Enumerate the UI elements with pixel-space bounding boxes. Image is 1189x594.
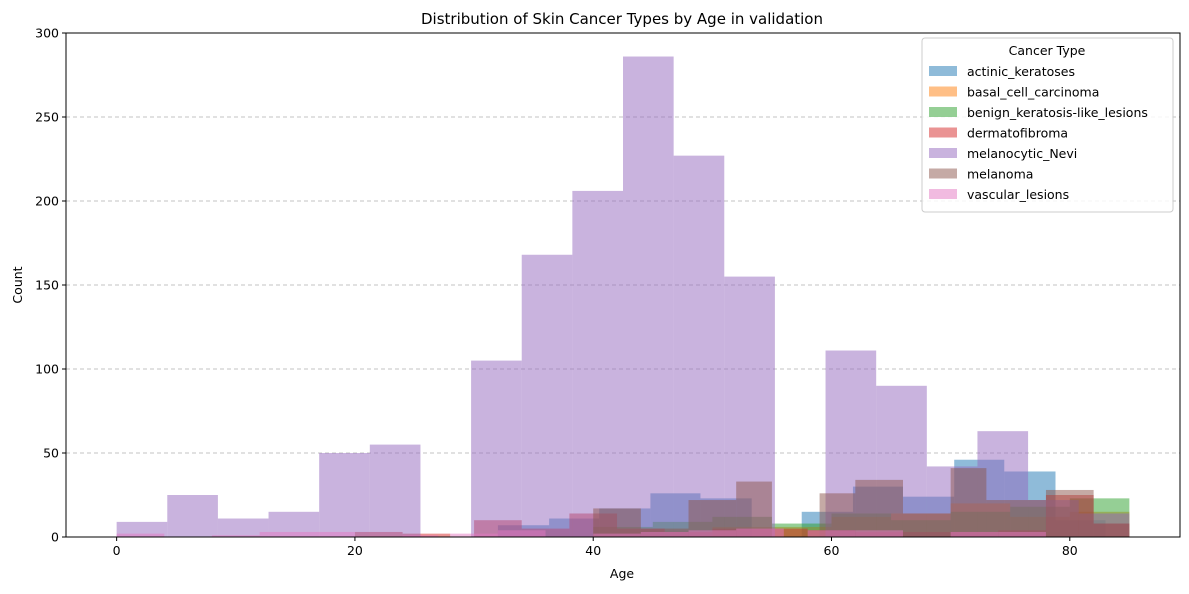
histogram-bar — [1045, 489, 1094, 537]
histogram-bar — [688, 530, 737, 537]
y-tick-label: 100 — [35, 362, 59, 377]
legend-label: basal_cell_carcinoma — [967, 85, 1099, 100]
histogram-bar — [471, 360, 522, 537]
histogram-bar — [211, 535, 260, 537]
legend: Cancer Type actinic_keratoses basal_cell_… — [921, 37, 1174, 213]
legend-swatch — [929, 66, 957, 76]
series-melanoma — [593, 468, 1130, 537]
histogram-bar — [307, 531, 355, 537]
histogram-bar — [950, 468, 987, 537]
histogram-bar — [855, 479, 903, 537]
legend-swatch — [929, 148, 957, 158]
legend-swatch — [929, 107, 957, 117]
histogram-bar — [673, 155, 725, 537]
histogram-bar — [986, 500, 1046, 537]
y-tick-label: 300 — [35, 26, 59, 41]
histogram-bar — [998, 531, 1046, 537]
histogram-bar — [623, 56, 674, 538]
legend-label: melanoma — [967, 167, 1033, 182]
series-vascular_lesions — [116, 528, 1046, 537]
x-tick-label: 0 — [113, 543, 121, 558]
histogram-bar — [593, 533, 641, 537]
legend-label: benign_keratosis-like_lesions — [967, 105, 1148, 120]
histogram-bar — [1093, 523, 1130, 537]
histogram-bar — [497, 530, 546, 537]
legend-swatch — [929, 168, 957, 179]
x-tick-label: 60 — [824, 543, 840, 558]
histogram-bar — [572, 190, 623, 538]
histogram-bar — [521, 254, 573, 537]
histogram-bar — [116, 533, 165, 537]
histogram-bar — [736, 481, 772, 537]
axis-ticks: 0 20 40 60 80 0 50 100 150 200 250 300 — [35, 26, 1078, 559]
histogram-bar — [950, 531, 999, 537]
legend-swatch — [929, 127, 957, 138]
histogram-bar — [450, 533, 498, 537]
legend-label: actinic_keratoses — [967, 64, 1075, 79]
bars — [116, 56, 1130, 538]
y-tick-label: 0 — [51, 530, 59, 545]
x-tick-label: 80 — [1062, 543, 1078, 558]
y-tick-label: 250 — [35, 110, 59, 125]
y-tick-label: 50 — [43, 446, 59, 461]
histogram-bar — [902, 513, 951, 537]
x-axis-label: Age — [610, 566, 634, 581]
legend-label: dermatofibroma — [967, 126, 1068, 141]
histogram-bar — [259, 531, 308, 537]
histogram-bar — [217, 518, 269, 537]
histogram-bar — [116, 521, 168, 537]
histogram-bar — [807, 530, 856, 537]
legend-title: Cancer Type — [1009, 43, 1086, 58]
histogram-bar — [819, 493, 856, 537]
x-tick-label: 20 — [347, 543, 363, 558]
histogram-bar — [593, 508, 641, 537]
histogram-bar — [736, 528, 784, 537]
histogram-bar — [369, 444, 421, 537]
histogram-bar — [855, 530, 903, 537]
y-axis-label: Count — [10, 266, 25, 303]
histogram-bar — [167, 495, 218, 537]
legend-box — [921, 37, 1174, 213]
histogram-bar — [319, 453, 370, 537]
legend-label: melanocytic_Nevi — [967, 146, 1077, 161]
chart-title: Distribution of Skin Cancer Types by Age… — [421, 10, 823, 28]
histogram-bar — [402, 535, 439, 537]
x-tick-label: 40 — [585, 543, 601, 558]
legend-swatch — [929, 86, 957, 97]
legend-label: vascular_lesions — [967, 187, 1069, 202]
y-tick-label: 150 — [35, 278, 59, 293]
y-tick-label: 200 — [35, 194, 59, 209]
legend-swatch — [929, 189, 957, 199]
histogram-bar — [640, 531, 689, 537]
